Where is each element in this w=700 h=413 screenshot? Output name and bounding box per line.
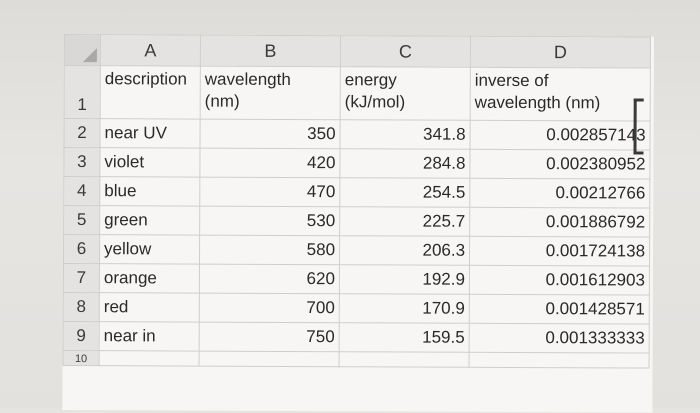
row-header[interactable]: 9 [63, 321, 100, 351]
cell-wavelength[interactable]: 530 [199, 206, 340, 236]
cell-wavelength[interactable]: 620 [199, 264, 340, 294]
cell-c1-line1: energy [344, 70, 397, 90]
cell-description[interactable]: yellow [99, 234, 200, 265]
row-header[interactable]: 8 [63, 292, 100, 322]
table-row: 8 red 700 170.9 0.001428571 [63, 292, 650, 325]
cell-d1[interactable]: inverse of wavelength (nm) [470, 67, 651, 122]
cell-wavelength[interactable]: 470 [199, 177, 340, 207]
cell-a1[interactable]: description [100, 65, 201, 120]
row-header[interactable]: 2 [64, 118, 101, 148]
row-header[interactable]: 5 [63, 205, 100, 235]
cell-inverse[interactable]: 0.001724138 [469, 236, 650, 267]
cell-wavelength[interactable]: 350 [200, 119, 341, 149]
column-header-c[interactable]: C [340, 35, 471, 68]
row-header-10[interactable]: 10 [63, 350, 100, 366]
table-row-partial: 10 [63, 350, 650, 369]
cell-energy[interactable]: 254.5 [339, 177, 470, 208]
cell-energy[interactable]: 192.9 [339, 264, 470, 295]
cell-wavelength[interactable]: 420 [199, 148, 341, 178]
column-header-row: A B C D [64, 34, 651, 69]
row-header[interactable]: 4 [63, 176, 100, 206]
cell-energy[interactable]: 159.5 [339, 322, 470, 353]
cell-inverse[interactable]: 0.001612903 [469, 265, 650, 296]
cell-energy[interactable]: 225.7 [339, 206, 470, 237]
cell-description[interactable]: blue [99, 176, 200, 207]
cell-energy[interactable]: 206.3 [339, 235, 470, 266]
spreadsheet: A B C D 1 description wavelength (nm) en… [62, 34, 654, 413]
row-header[interactable]: 3 [63, 147, 101, 177]
table-row: 3 violet 420 284.8 0.002380952 [63, 147, 650, 180]
cell-description[interactable]: violet [99, 147, 201, 178]
header-data-row: 1 description wavelength (nm) energy (kJ… [64, 65, 651, 122]
table-row: 2 near UV 350 341.8 0.002857143 [64, 118, 651, 151]
cell-b1-line1: wavelength [204, 69, 291, 89]
table-row: 7 orange 620 192.9 0.001612903 [63, 263, 650, 296]
table-row: 6 yellow 580 206.3 0.001724138 [63, 234, 650, 267]
column-header-b[interactable]: B [200, 35, 341, 67]
column-header-a[interactable]: A [100, 34, 201, 67]
spreadsheet-grid: A B C D 1 description wavelength (nm) en… [63, 34, 651, 369]
cell-wavelength[interactable]: 580 [199, 235, 340, 265]
cell-inverse[interactable]: 0.00212766 [469, 178, 650, 209]
table-row: 9 near in 750 159.5 0.001333333 [63, 321, 650, 354]
cell-empty[interactable] [339, 351, 470, 368]
cell-inverse[interactable]: 0.002857143 [470, 120, 651, 151]
cell-wavelength[interactable]: 700 [199, 293, 340, 323]
cell-inverse[interactable]: 0.002380952 [469, 149, 650, 180]
row-header-1[interactable]: 1 [64, 65, 101, 119]
cell-c1-line2: (kJ/mol) [344, 92, 406, 112]
column-header-d[interactable]: D [470, 36, 651, 69]
cell-wavelength[interactable]: 750 [199, 322, 340, 352]
selection-bracket [633, 98, 644, 155]
cell-energy[interactable]: 341.8 [340, 119, 471, 150]
cell-description[interactable]: red [99, 292, 200, 323]
cell-description[interactable]: orange [99, 263, 200, 294]
cell-energy[interactable]: 170.9 [339, 293, 470, 324]
row-header[interactable]: 6 [63, 234, 100, 264]
cell-inverse[interactable]: 0.001428571 [469, 294, 650, 325]
cell-inverse[interactable]: 0.001886792 [469, 207, 650, 238]
table-row: 4 blue 470 254.5 0.00212766 [63, 176, 650, 209]
cell-description[interactable]: near UV [100, 118, 201, 149]
table-row: 5 green 530 225.7 0.001886792 [63, 205, 650, 238]
cell-description[interactable]: green [99, 205, 200, 236]
select-all-corner[interactable] [64, 34, 101, 66]
cell-empty[interactable] [99, 350, 200, 367]
cell-a1-text: description [104, 69, 188, 89]
cell-b1-line2: (nm) [204, 91, 240, 111]
cell-c1[interactable]: energy (kJ/mol) [340, 66, 471, 121]
row-header[interactable]: 7 [63, 263, 100, 293]
cell-description[interactable]: near in [99, 321, 200, 352]
cell-empty[interactable] [469, 352, 650, 369]
cell-d1-line1: inverse of [474, 70, 549, 91]
cell-empty[interactable] [199, 351, 340, 367]
cell-inverse[interactable]: 0.001333333 [469, 323, 650, 354]
cell-d1-line2: wavelength (nm) [474, 92, 601, 113]
select-all-triangle-icon [82, 48, 97, 63]
cell-b1[interactable]: wavelength (nm) [200, 66, 341, 120]
cell-energy[interactable]: 284.8 [339, 148, 471, 179]
